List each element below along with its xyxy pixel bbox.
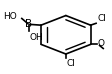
Text: Cl: Cl [97, 14, 106, 23]
Text: B: B [25, 19, 32, 29]
Text: OH: OH [29, 33, 43, 42]
Text: O: O [97, 39, 104, 48]
Text: HO: HO [3, 13, 17, 21]
Text: Cl: Cl [66, 59, 75, 68]
